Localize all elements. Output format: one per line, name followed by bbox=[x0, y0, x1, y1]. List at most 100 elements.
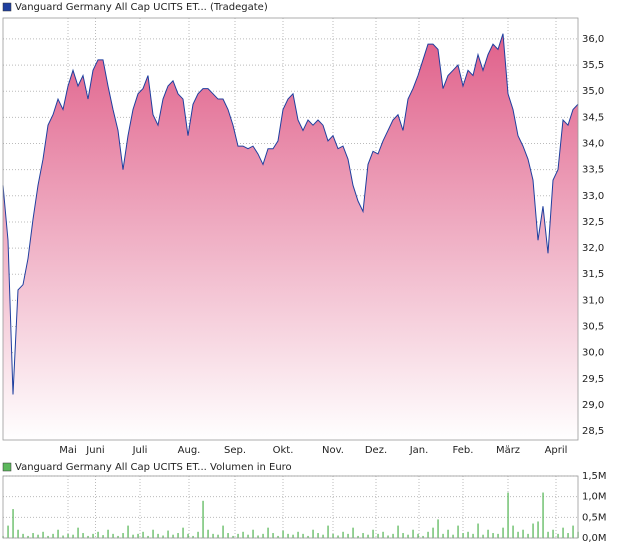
volume-bar bbox=[442, 533, 444, 538]
volume-bar bbox=[102, 535, 104, 538]
volume-bar bbox=[137, 533, 139, 538]
volume-bar bbox=[532, 523, 534, 538]
volume-bar bbox=[122, 533, 124, 538]
y-tick-label: 0,5M bbox=[582, 512, 607, 523]
volume-bar bbox=[92, 533, 94, 538]
volume-bar bbox=[497, 533, 499, 538]
volume-bar bbox=[342, 531, 344, 538]
volume-bar bbox=[272, 533, 274, 538]
volume-bar bbox=[322, 534, 324, 538]
volume-bar bbox=[197, 531, 199, 538]
y-tick-label: 30,5 bbox=[582, 322, 604, 333]
y-tick-label: 29,0 bbox=[582, 400, 604, 411]
legend-swatch bbox=[2, 2, 12, 12]
volume-bar bbox=[222, 525, 224, 538]
volume-bar bbox=[487, 529, 489, 538]
x-tick-label: April bbox=[545, 445, 568, 456]
volume-bar bbox=[12, 509, 14, 538]
y-tick-label: 1,0M bbox=[582, 492, 607, 503]
volume-bar bbox=[152, 529, 154, 538]
volume-bar bbox=[267, 527, 269, 538]
plot-frame bbox=[2, 17, 579, 441]
volume-bar bbox=[377, 533, 379, 538]
volume-bar bbox=[7, 525, 9, 538]
volume-bar bbox=[312, 529, 314, 538]
volume-bar bbox=[227, 533, 229, 538]
x-tick-label: Mai bbox=[59, 445, 77, 456]
volume-bar bbox=[392, 533, 394, 538]
volume-bar bbox=[552, 529, 554, 538]
volume-bar bbox=[437, 519, 439, 538]
volume-bar bbox=[217, 534, 219, 538]
volume-bar bbox=[257, 535, 259, 538]
x-tick-label: Sep. bbox=[224, 445, 246, 456]
y-tick-label: 30,0 bbox=[582, 348, 604, 359]
x-tick-label: Aug. bbox=[178, 445, 201, 456]
x-tick-label: Dez. bbox=[365, 445, 387, 456]
volume-bar bbox=[307, 535, 309, 538]
volume-bar bbox=[167, 530, 169, 538]
volume-bar bbox=[97, 531, 99, 538]
y-tick-label: 32,0 bbox=[582, 243, 604, 254]
volume-bar bbox=[412, 529, 414, 538]
volume-bar bbox=[547, 531, 549, 538]
volume-bar bbox=[62, 535, 64, 538]
volume-bar bbox=[212, 533, 214, 538]
volume-bar bbox=[432, 527, 434, 538]
volume-bar bbox=[562, 527, 564, 538]
volume-bar bbox=[252, 529, 254, 538]
volume-bar bbox=[237, 533, 239, 538]
volume-bar bbox=[372, 529, 374, 538]
price-line bbox=[2, 33, 579, 395]
x-tick-label: Okt. bbox=[273, 445, 294, 456]
volume-bar bbox=[52, 533, 54, 538]
x-tick-label: März bbox=[496, 445, 520, 456]
volume-bar bbox=[77, 527, 79, 538]
volume-bar bbox=[292, 534, 294, 538]
volume-bar bbox=[32, 533, 34, 538]
volume-bar bbox=[117, 535, 119, 538]
volume-bar bbox=[177, 533, 179, 538]
volume-bar bbox=[162, 535, 164, 538]
volume-bar bbox=[327, 525, 329, 538]
y-tick-label: 34,0 bbox=[582, 139, 604, 150]
volume-bar bbox=[567, 533, 569, 538]
volume-bar bbox=[557, 533, 559, 538]
volume-bar bbox=[462, 533, 464, 538]
volume-bar bbox=[157, 533, 159, 538]
y-tick-label: 28,5 bbox=[582, 426, 604, 437]
volume-bar bbox=[472, 533, 474, 538]
volume-bar bbox=[347, 533, 349, 538]
volume-bar bbox=[232, 535, 234, 538]
volume-bar bbox=[22, 533, 24, 538]
y-tick-label: 35,0 bbox=[582, 86, 604, 97]
volume-bar bbox=[332, 533, 334, 538]
volume-bar bbox=[467, 531, 469, 538]
volume-bar bbox=[427, 531, 429, 538]
y-tick-label: 32,5 bbox=[582, 217, 604, 228]
volume-bar bbox=[82, 533, 84, 538]
volume-bar bbox=[407, 534, 409, 538]
volume-bar bbox=[142, 531, 144, 538]
volume-bar bbox=[262, 533, 264, 538]
volume-bar bbox=[302, 533, 304, 538]
volume-bar bbox=[277, 535, 279, 538]
volume-bar bbox=[527, 533, 529, 538]
y-tick-label: 34,5 bbox=[582, 112, 604, 123]
volume-bar bbox=[447, 529, 449, 538]
area-fill bbox=[3, 33, 578, 440]
volume-bar bbox=[282, 530, 284, 538]
volume-bar bbox=[57, 529, 59, 538]
legend-swatch bbox=[2, 462, 12, 472]
x-tick-label: Jan. bbox=[409, 445, 429, 456]
y-tick-label: 29,5 bbox=[582, 374, 604, 385]
volume-bar bbox=[422, 535, 424, 538]
volume-bar bbox=[107, 529, 109, 538]
volume-bar bbox=[17, 529, 19, 538]
volume-bar bbox=[87, 535, 89, 538]
volume-bar bbox=[517, 531, 519, 538]
volume-bar bbox=[522, 529, 524, 538]
volume-bar bbox=[132, 534, 134, 538]
y-tick-label: 31,5 bbox=[582, 269, 604, 280]
